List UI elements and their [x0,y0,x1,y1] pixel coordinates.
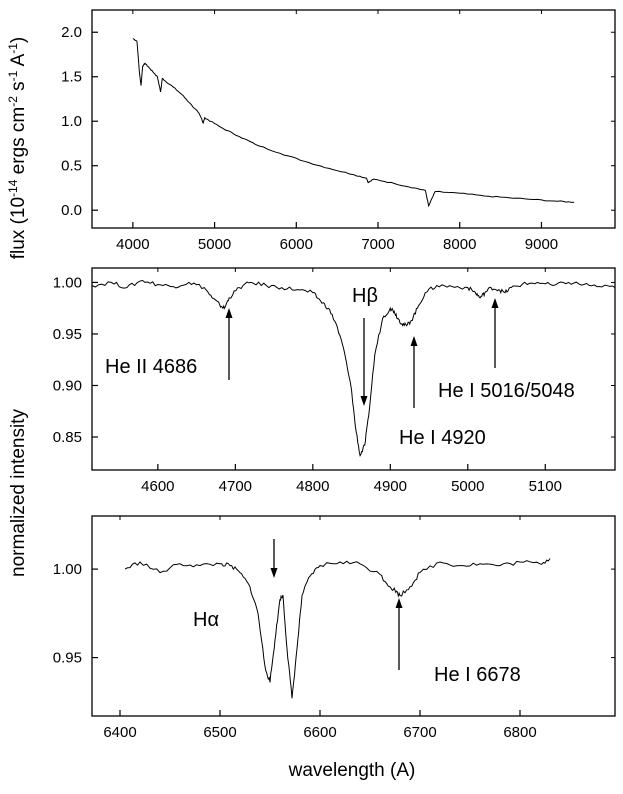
middle-y-tick-label: 0.90 [53,377,82,394]
ylabel-part: ergs cm [8,107,29,180]
ylabel-part: s [8,81,29,96]
arrow-h-beta [360,318,368,406]
top-y-tick-label: 1.0 [61,113,82,130]
bottom-x-tick-label: 6400 [103,724,136,741]
top-x-tick-label: 9000 [525,236,558,253]
bottom-spectrum-line [124,558,551,699]
bottom-x-tick-label: 6700 [403,724,436,741]
middle-x-tick-label: 4800 [296,478,329,495]
ylabel-sup: -2 [6,96,20,107]
bottom-panel: 6400 6500 6600 6700 6800 0.95 1.00 [53,516,615,741]
top-x-tick-label: 4000 [116,236,149,253]
ylabel-sup: -1 [6,70,20,81]
top-y-axis-title: flux (10-14 ergs cm-2 s-1 A-1) [6,37,29,260]
middle-x-tick-label: 4600 [141,478,174,495]
arrow-he-i-6678 [395,598,403,670]
annotation-he-i-4920: He I 4920 [399,427,486,449]
annotation-h-alpha: Hα [193,609,219,631]
middle-spectrum-line [91,279,616,457]
bottom-x-tick-label: 6600 [303,724,336,741]
top-y-tick-label: 0.0 [61,202,82,219]
top-x-tick-label: 5000 [198,236,231,253]
middle-y-tick-label: 0.85 [53,429,82,446]
middle-x-tick-label: 4900 [374,478,407,495]
top-y-tick-label: 2.0 [61,24,82,41]
top-y-tick-label: 1.5 [61,69,82,86]
annotation-he-i-5016-5048: He I 5016/5048 [438,380,575,402]
arrow-h-alpha [270,539,278,578]
middle-y-tick-label: 0.95 [53,326,82,343]
annotation-he-ii-4686: He II 4686 [105,356,197,378]
ylabel-sup: -1 [6,43,20,54]
ylabel-sup: -14 [6,179,20,197]
top-panel: 4000 5000 6000 7000 8000 9000 0.0 0.5 1.0 1.5 2.0 [61,10,615,253]
bottom-x-tick-label: 6500 [203,724,236,741]
x-axis-title: wavelength (A) [288,760,416,781]
annotation-h-beta: Hβ [352,285,378,307]
top-x-tick-label: 8000 [443,236,476,253]
arrow-he-i-4920 [410,336,418,408]
arrow-he-i-5016-5048 [491,298,499,368]
bottom-panel-frame [91,515,616,717]
top-y-tick-label: 0.5 [61,158,82,175]
middle-x-tick-label: 5000 [451,478,484,495]
middle-x-tick-label: 4700 [219,478,252,495]
ylabel-part: flux (10 [8,197,29,259]
arrow-he-ii-4686 [225,308,233,380]
top-x-tick-label: 6000 [280,236,313,253]
top-x-tick-label: 7000 [361,236,394,253]
middle-panel: 4600 4700 4800 4900 5000 5100 0.85 0.90 0.95 1.00 [53,268,616,495]
shared-y-axis-title: normalized intensity [8,409,29,577]
bottom-x-tick-label: 6800 [503,724,536,741]
middle-panel-frame [91,267,616,471]
bottom-y-tick-label: 0.95 [53,650,82,667]
top-spectrum-line [132,38,575,208]
ylabel-part: A [8,53,29,70]
ylabel-part: ) [8,37,29,43]
top-panel-frame [91,9,616,229]
bottom-y-tick-label: 1.00 [53,561,82,578]
annotation-he-i-6678: He I 6678 [434,664,521,686]
middle-y-tick-label: 1.00 [53,274,82,291]
middle-x-tick-label: 5100 [529,478,562,495]
